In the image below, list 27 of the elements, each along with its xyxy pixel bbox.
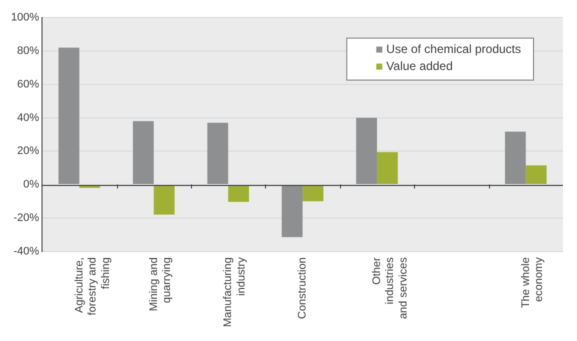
bar bbox=[376, 152, 398, 184]
y-tick-label: 20% bbox=[17, 145, 40, 158]
bar bbox=[504, 132, 526, 184]
y-tick-label: 60% bbox=[17, 78, 40, 90]
x-tick-label: Construction bbox=[296, 257, 309, 320]
bar bbox=[132, 121, 154, 184]
bar bbox=[154, 185, 175, 215]
x-tick-label: Agriculture, forestry and fishing bbox=[73, 257, 112, 316]
bar bbox=[58, 48, 80, 184]
legend-label: Use of chemical products bbox=[386, 42, 522, 56]
x-tick-label: Other industries and services bbox=[371, 256, 410, 320]
bar bbox=[207, 122, 228, 184]
x-tick-label: Manufacturing industry bbox=[222, 256, 248, 328]
y-tick-label: 80% bbox=[17, 45, 40, 58]
bar bbox=[356, 118, 377, 184]
bar bbox=[282, 185, 303, 238]
x-tick-label: Mining and quarrying bbox=[148, 257, 173, 312]
y-tick-label: 0% bbox=[23, 178, 40, 191]
x-tick-label: The whole economy bbox=[520, 256, 546, 308]
y-tick-label: -20% bbox=[13, 212, 40, 224]
bar bbox=[228, 185, 249, 202]
y-tick-label: 100% bbox=[10, 12, 40, 24]
y-tick-label: -40% bbox=[13, 245, 40, 258]
y-tick-label: 40% bbox=[17, 112, 40, 124]
legend-label: Value added bbox=[386, 58, 453, 73]
bar bbox=[302, 185, 324, 202]
bar bbox=[526, 165, 547, 184]
